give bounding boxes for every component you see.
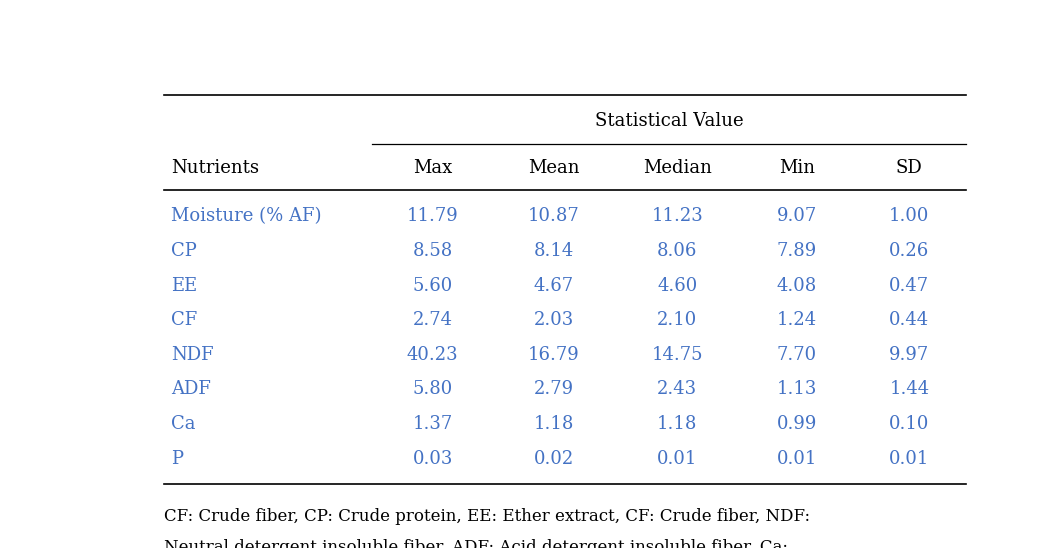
Text: 2.10: 2.10 [657, 311, 697, 329]
Text: Ca: Ca [171, 415, 195, 433]
Text: 0.99: 0.99 [776, 415, 817, 433]
Text: 0.01: 0.01 [776, 449, 817, 467]
Text: 2.03: 2.03 [534, 311, 574, 329]
Text: Mean: Mean [528, 159, 579, 178]
Text: Nutrients: Nutrients [171, 159, 259, 178]
Text: SD: SD [896, 159, 922, 178]
Text: Median: Median [642, 159, 712, 178]
Text: CP: CP [171, 242, 197, 260]
Text: 9.97: 9.97 [889, 346, 930, 364]
Text: 2.43: 2.43 [657, 380, 697, 398]
Text: 8.06: 8.06 [657, 242, 697, 260]
Text: 1.44: 1.44 [890, 380, 930, 398]
Text: 1.18: 1.18 [534, 415, 574, 433]
Text: Max: Max [413, 159, 453, 178]
Text: 7.70: 7.70 [777, 346, 817, 364]
Text: Neutral detergent insoluble fiber, ADF: Acid detergent insoluble fiber, Ca:: Neutral detergent insoluble fiber, ADF: … [164, 539, 789, 548]
Text: 9.07: 9.07 [777, 207, 817, 225]
Text: 0.44: 0.44 [890, 311, 930, 329]
Text: 5.60: 5.60 [413, 277, 453, 295]
Text: 16.79: 16.79 [528, 346, 579, 364]
Text: Min: Min [779, 159, 815, 178]
Text: 0.47: 0.47 [890, 277, 930, 295]
Text: EE: EE [171, 277, 197, 295]
Text: 1.24: 1.24 [777, 311, 817, 329]
Text: 0.01: 0.01 [889, 449, 930, 467]
Text: CF: CF [171, 311, 197, 329]
Text: NDF: NDF [171, 346, 214, 364]
Text: 8.14: 8.14 [534, 242, 574, 260]
Text: 0.02: 0.02 [534, 449, 574, 467]
Text: 2.79: 2.79 [534, 380, 574, 398]
Text: 1.37: 1.37 [413, 415, 453, 433]
Text: 4.67: 4.67 [534, 277, 574, 295]
Text: 7.89: 7.89 [777, 242, 817, 260]
Text: 0.03: 0.03 [413, 449, 453, 467]
Text: Moisture (% AF): Moisture (% AF) [171, 207, 321, 225]
Text: 10.87: 10.87 [528, 207, 579, 225]
Text: 0.01: 0.01 [657, 449, 697, 467]
Text: 2.74: 2.74 [413, 311, 453, 329]
Text: 5.80: 5.80 [413, 380, 453, 398]
Text: 11.79: 11.79 [406, 207, 459, 225]
Text: 1.13: 1.13 [776, 380, 817, 398]
Text: 4.60: 4.60 [657, 277, 697, 295]
Text: 4.08: 4.08 [777, 277, 817, 295]
Text: CF: Crude fiber, CP: Crude protein, EE: Ether extract, CF: Crude fiber, NDF:: CF: Crude fiber, CP: Crude protein, EE: … [164, 509, 811, 526]
Text: 14.75: 14.75 [652, 346, 703, 364]
Text: Statistical Value: Statistical Value [595, 112, 743, 130]
Text: ADF: ADF [171, 380, 211, 398]
Text: 1.18: 1.18 [657, 415, 697, 433]
Text: 0.10: 0.10 [889, 415, 930, 433]
Text: 0.26: 0.26 [889, 242, 930, 260]
Text: 1.00: 1.00 [889, 207, 930, 225]
Text: 8.58: 8.58 [413, 242, 453, 260]
Text: 11.23: 11.23 [652, 207, 703, 225]
Text: P: P [171, 449, 183, 467]
Text: 40.23: 40.23 [406, 346, 458, 364]
